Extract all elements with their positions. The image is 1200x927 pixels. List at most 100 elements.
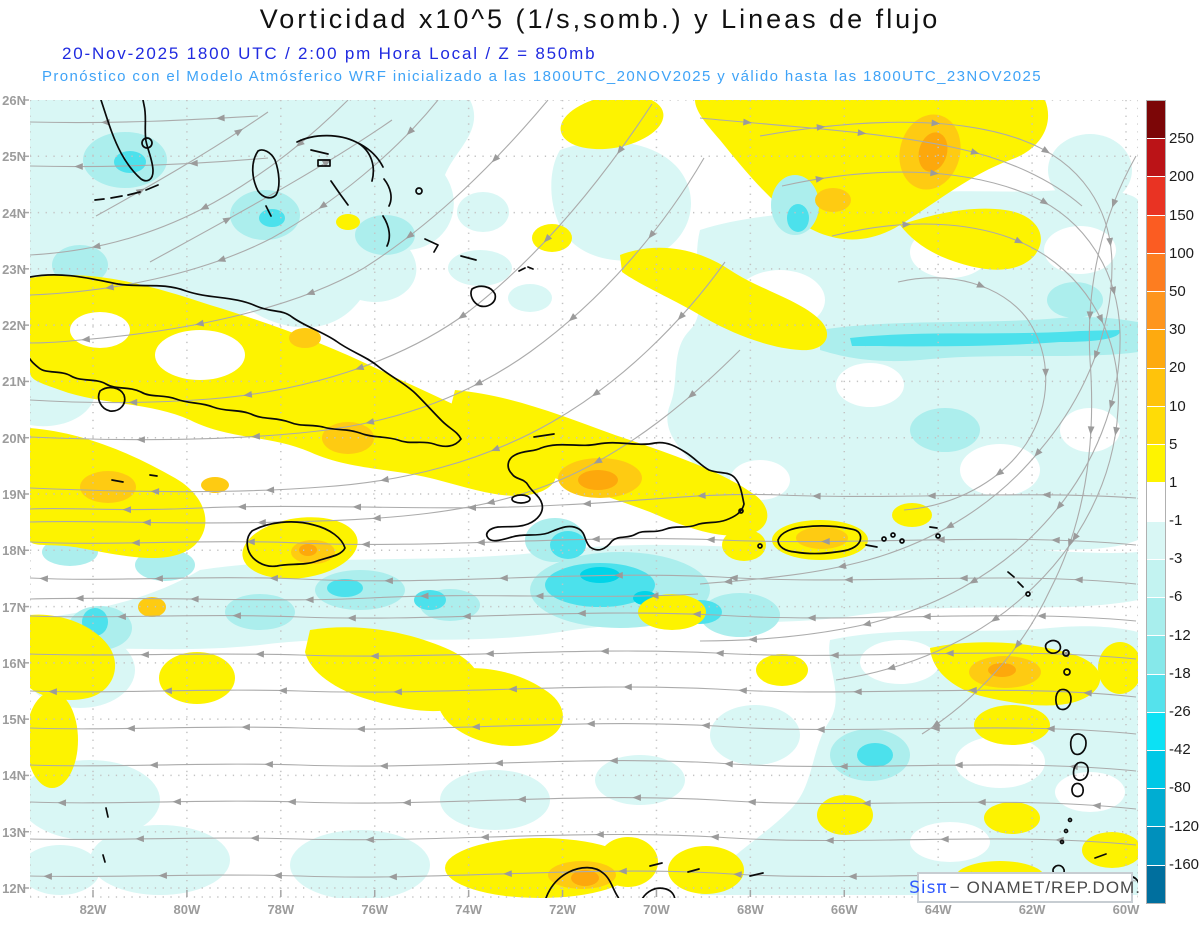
colorbar-block	[1147, 368, 1165, 407]
axis-ticks	[23, 99, 1127, 897]
lon-label: 72W	[549, 902, 576, 917]
coast-martinique	[1069, 733, 1087, 756]
coast-abc-islands	[649, 862, 764, 877]
colorbar-label: 200	[1169, 168, 1195, 186]
colorbar-label: 5	[1169, 435, 1178, 453]
coast-providencia	[102, 807, 109, 863]
watermark: Sisπ − ONAMET/REP.DOM.	[909, 872, 1140, 903]
coast-tortuga	[533, 433, 555, 438]
lon-label: 76W	[361, 902, 389, 917]
lat-label: 16N	[2, 655, 26, 671]
coast-lake-okeechobee	[141, 137, 153, 149]
lon-label: 62W	[1018, 902, 1046, 917]
colorbar-label: -26	[1169, 703, 1191, 721]
coast-guajira	[545, 866, 620, 898]
lat-label: 21N	[2, 374, 26, 390]
coast-st-vincent	[1071, 782, 1084, 798]
colorbar-block	[1147, 636, 1165, 675]
coast-vieques	[865, 544, 878, 548]
coast-saona	[738, 508, 744, 514]
colorbar-block	[1147, 330, 1165, 369]
coast-virgin-1	[881, 536, 887, 542]
colorbar-block	[1147, 215, 1165, 254]
colorbar-label: 1	[1169, 473, 1178, 491]
coast-cayman	[111, 474, 158, 483]
lat-label: 23N	[2, 261, 26, 277]
lat-label: 13N	[2, 824, 26, 840]
lon-label: 70W	[643, 902, 670, 917]
colorbar-label: 100	[1169, 244, 1195, 262]
lat-label: 20N	[2, 430, 26, 446]
colorbar-block	[1147, 750, 1165, 790]
coast-puerto-rico	[777, 525, 862, 555]
colorbar-label: 30	[1169, 321, 1186, 339]
lat-label: 22N	[2, 318, 26, 334]
coast-leewards	[929, 526, 1024, 588]
lon-label: 74W	[455, 902, 482, 917]
vorticity-shading	[30, 100, 1138, 898]
coast-antigua	[1044, 639, 1062, 654]
lon-label: 80W	[173, 902, 201, 917]
colorbar-block	[1147, 139, 1165, 178]
coast-dominica	[1055, 688, 1072, 711]
colorbar-block	[1147, 521, 1165, 560]
lat-label: 15N	[2, 712, 26, 728]
colorbar-label: 50	[1169, 282, 1186, 300]
colorbar-label: 20	[1169, 359, 1186, 377]
colorbar-label: -12	[1169, 626, 1191, 644]
lat-label: 19N	[2, 487, 26, 502]
colorbar-block	[1147, 406, 1165, 446]
coastlines	[30, 100, 1138, 898]
colorbar-label: -80	[1169, 779, 1191, 797]
colorbar-block	[1147, 559, 1165, 599]
coast-st-lucia	[1072, 761, 1089, 782]
lon-label: 60W	[1112, 902, 1140, 917]
coast-cuba	[30, 274, 462, 448]
colorbar-block	[1147, 712, 1165, 751]
colorbar-block	[1147, 101, 1165, 140]
colorbar-block	[1147, 789, 1165, 828]
colorbar-label: 250	[1169, 130, 1195, 148]
coast-isle-of-youth	[97, 386, 126, 412]
colorbar-label: -1	[1169, 512, 1183, 530]
colorbar-block	[1147, 827, 1165, 866]
coast-virgin-2	[890, 532, 896, 538]
lat-label: 12N	[2, 881, 26, 896]
colorbar-label: -42	[1169, 741, 1191, 759]
colorbar-label: -6	[1169, 588, 1183, 606]
coast-san-salvador	[415, 187, 423, 195]
colorbar-label: 10	[1169, 397, 1186, 415]
sispi-logo: Sisπ	[909, 877, 948, 898]
lon-label: 64W	[924, 902, 952, 917]
coast-jamaica	[246, 521, 346, 568]
colorbar-label: -120	[1169, 817, 1200, 835]
lon-label: 78W	[267, 902, 295, 917]
coast-florida	[100, 100, 154, 182]
watermark-org: ONAMET/REP.DOM.	[966, 877, 1141, 897]
colorbar-label: -18	[1169, 664, 1191, 682]
lat-label: 18N	[2, 543, 26, 559]
valid-time-line: 20-Nov-2025 1800 UTC / 2:00 pm Hora Loca…	[62, 44, 597, 63]
lon-label: 68W	[736, 902, 764, 917]
page-title: Vorticidad x10^5 (1/s,somb.) y Lineas de…	[259, 4, 941, 34]
lat-label: 14N	[2, 768, 26, 784]
colorbar-block	[1147, 253, 1165, 293]
colorbar-block	[1147, 483, 1165, 522]
colorbar-block	[1147, 177, 1165, 216]
coast-bahamas	[251, 134, 534, 308]
coast-gonave	[511, 494, 531, 504]
colorbar-block	[1147, 445, 1165, 484]
lat-label: 17N	[2, 599, 26, 615]
lon-label: 66W	[830, 902, 858, 917]
coast-hispaniola	[485, 441, 745, 551]
colorbar-label: -3	[1169, 550, 1183, 568]
negative-pocket-core	[787, 204, 809, 232]
lat-label: 26N	[2, 93, 26, 108]
colorbar-block	[1147, 598, 1165, 637]
coast-florida-keys	[94, 184, 159, 201]
coast-virgin-3	[899, 538, 905, 544]
watermark-separator: −	[949, 877, 961, 897]
colorbar-block	[1147, 674, 1165, 713]
